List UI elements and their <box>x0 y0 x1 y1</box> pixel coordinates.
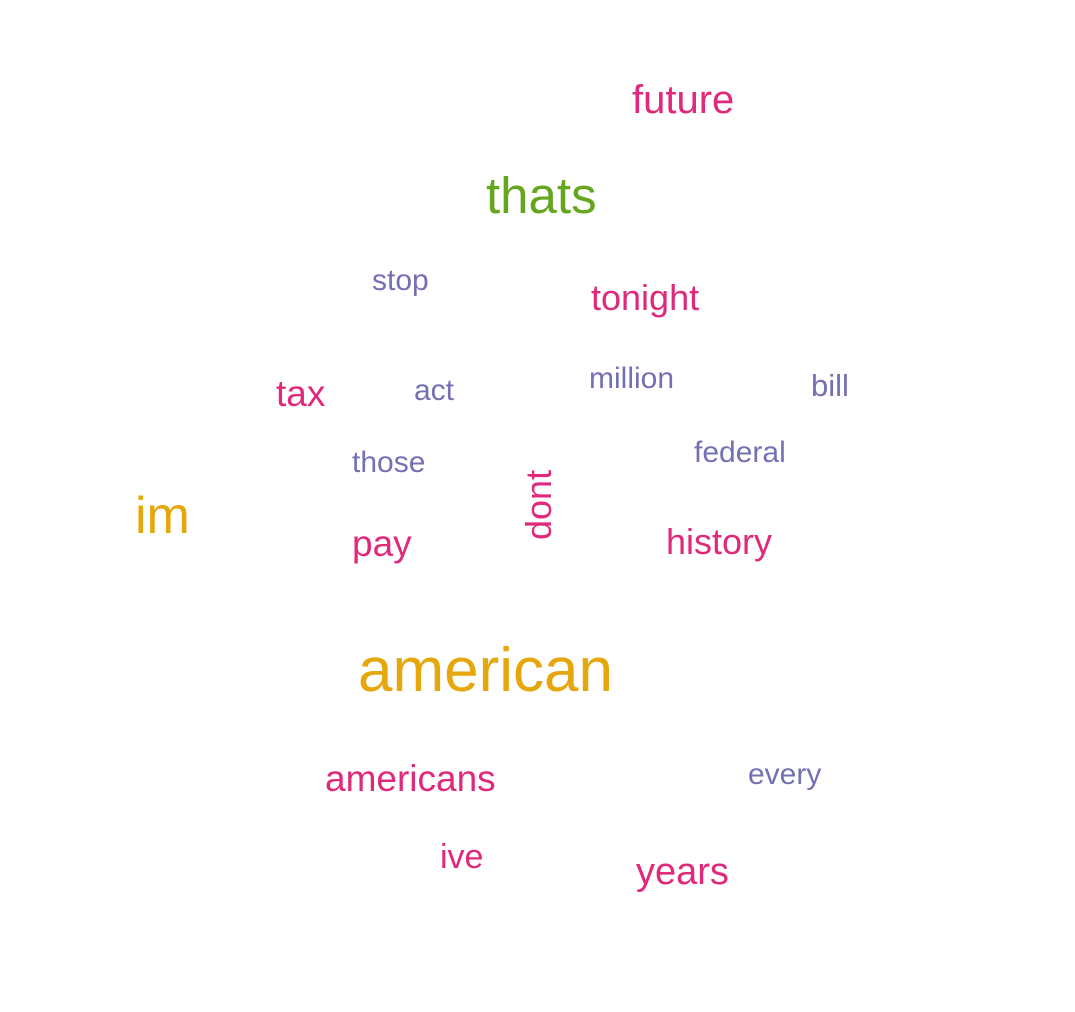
word-federal: federal <box>694 436 786 469</box>
word-pay: pay <box>352 523 412 564</box>
word-ive: ive <box>440 838 484 876</box>
word-years: years <box>636 851 729 893</box>
word-stop: stop <box>372 264 429 297</box>
word-tax: tax <box>276 373 326 414</box>
word-thats: thats <box>486 167 597 224</box>
word-history: history <box>666 521 773 562</box>
word-im: im <box>135 487 190 545</box>
word-act: act <box>414 374 455 407</box>
word-dont: dont <box>518 469 559 540</box>
word-bill: bill <box>811 368 849 403</box>
word-million: million <box>589 362 675 395</box>
word-american: american <box>358 636 613 705</box>
word-future: future <box>632 78 735 122</box>
word-those: those <box>352 446 426 479</box>
word-americans: americans <box>325 758 496 799</box>
word-every: every <box>748 758 822 791</box>
word-tonight: tonight <box>591 277 700 318</box>
